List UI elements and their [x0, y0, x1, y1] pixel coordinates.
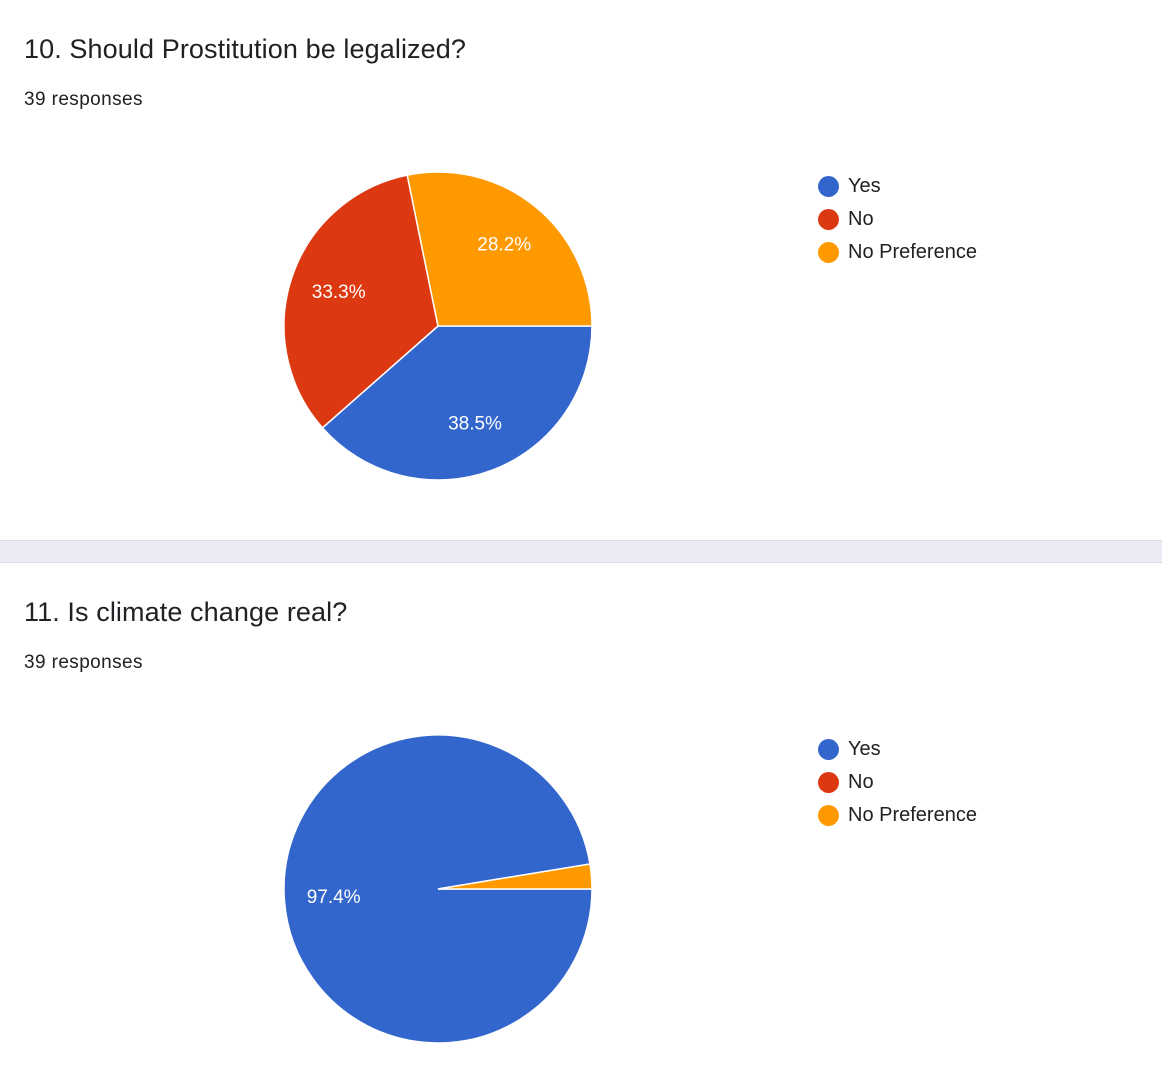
- legend-item-no[interactable]: No: [818, 203, 977, 236]
- slice-label-no: 33.3%: [312, 282, 366, 303]
- chart-legend: Yes No No Preference: [818, 170, 977, 269]
- legend-swatch-yes: [818, 739, 839, 760]
- legend-swatch-no-preference: [818, 242, 839, 263]
- legend-label: Yes: [848, 175, 881, 197]
- pie-chart-climate-change: 97.4%: [283, 734, 593, 1044]
- legend-swatch-no: [818, 772, 839, 793]
- legend-label: No Preference: [848, 804, 977, 826]
- legend-swatch-no-preference: [818, 805, 839, 826]
- legend-item-no-preference[interactable]: No Preference: [818, 236, 977, 269]
- slice-label-no-preference: 28.2%: [477, 234, 531, 255]
- question-card-11: 11. Is climate change real? 39 responses…: [0, 563, 1162, 1080]
- legend-swatch-yes: [818, 176, 839, 197]
- legend-swatch-no: [818, 209, 839, 230]
- legend-item-yes[interactable]: Yes: [818, 733, 977, 766]
- legend-label: No: [848, 771, 874, 793]
- pie-chart-prostitution: 38.5% 33.3% 28.2%: [283, 171, 593, 481]
- card-divider: [0, 540, 1162, 563]
- legend-item-yes[interactable]: Yes: [818, 170, 977, 203]
- chart-legend: Yes No No Preference: [818, 733, 977, 832]
- question-title: 10. Should Prostitution be legalized?: [24, 34, 467, 64]
- legend-label: No: [848, 208, 874, 230]
- slice-label-yes: 38.5%: [448, 413, 502, 434]
- legend-label: Yes: [848, 738, 881, 760]
- pie-slice-no[interactable]: [283, 174, 439, 429]
- legend-item-no-preference[interactable]: No Preference: [818, 799, 977, 832]
- slice-label-yes: 97.4%: [307, 887, 361, 908]
- response-count: 39 responses: [24, 652, 143, 673]
- pie-slice-yes[interactable]: [321, 325, 593, 481]
- pie-slice-no-preference[interactable]: [406, 171, 593, 327]
- question-card-10: 10. Should Prostitution be legalized? 39…: [24, 34, 977, 481]
- legend-label: No Preference: [848, 241, 977, 263]
- question-title: 11. Is climate change real?: [24, 597, 348, 627]
- pie-slice-no-preference[interactable]: [437, 863, 593, 890]
- response-count: 39 responses: [24, 89, 143, 110]
- legend-item-no[interactable]: No: [818, 766, 977, 799]
